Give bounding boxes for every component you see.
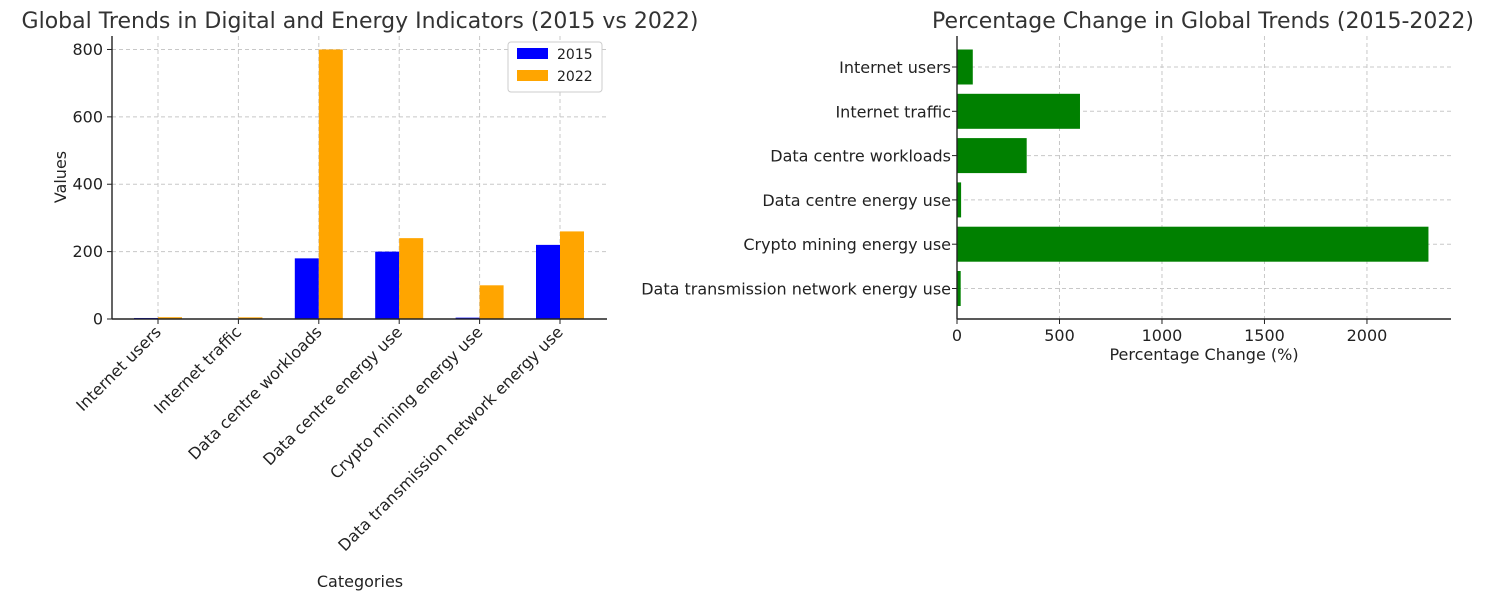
bar-2015 [536, 244, 560, 319]
right-category-label: Internet traffic [835, 102, 951, 121]
right-category-label: Data centre energy use [762, 191, 951, 210]
pct-change-bar [957, 271, 961, 306]
right-x-tick-label: 500 [1044, 326, 1075, 345]
right-category-label: Internet users [839, 58, 951, 77]
left-y-tick-label: 400 [72, 175, 103, 194]
left-category-label: Data centre workloads [184, 322, 325, 463]
right-category-label: Crypto mining energy use [743, 235, 951, 254]
left-y-tick-label: 200 [72, 242, 103, 261]
right-grid [956, 36, 1451, 319]
left-x-axis-label: Categories [317, 572, 403, 591]
legend-swatch-2022 [517, 70, 548, 81]
left-y-ticks: 0 200 400 600 800 [72, 40, 112, 329]
left-y-tick-label: 600 [72, 107, 103, 126]
left-y-axis-label: Values [51, 151, 70, 203]
right-chart-title: Percentage Change in Global Trends (2015… [932, 9, 1474, 34]
left-category-label: Data centre energy use [259, 322, 406, 469]
legend-label-2015: 2015 [557, 47, 593, 63]
bar-2022 [238, 317, 263, 319]
right-chart: Percentage Change in Global Trends (2015… [641, 9, 1474, 364]
pct-change-bar [957, 49, 973, 85]
right-category-label: Data centre workloads [770, 147, 951, 166]
bar-2015 [375, 251, 400, 319]
right-x-tick-label: 2000 [1347, 326, 1388, 345]
left-chart-title: Global Trends in Digital and Energy Indi… [22, 9, 699, 34]
right-y-ticks: Internet users Internet traffic Data centr… [641, 58, 957, 299]
left-y-tick-label: 0 [93, 310, 103, 329]
pct-change-bar [957, 93, 1080, 129]
legend-label-2022: 2022 [557, 69, 593, 85]
right-bars [957, 49, 1429, 306]
pct-change-bar [957, 138, 1027, 174]
pct-change-bar [957, 226, 1429, 262]
right-x-tick-label: 0 [952, 326, 962, 345]
legend-swatch-2015 [517, 48, 548, 59]
left-y-tick-label: 800 [72, 40, 103, 59]
bar-2015 [294, 258, 319, 319]
right-x-tick-label: 1000 [1142, 326, 1183, 345]
right-x-axis-label: Percentage Change (%) [1109, 345, 1298, 364]
bar-2022 [158, 317, 182, 319]
pct-change-bar [957, 182, 962, 218]
bar-2022 [479, 285, 504, 319]
bar-2022 [560, 231, 584, 319]
legend: 2015 2022 [507, 41, 603, 93]
bar-2022 [318, 49, 343, 319]
right-category-label: Data transmission network energy use [641, 280, 951, 299]
left-bars [134, 49, 584, 319]
left-category-label: Crypto mining energy use [326, 322, 486, 482]
left-chart: Global Trends in Digital and Energy Indi… [22, 9, 699, 591]
bar-2022 [399, 238, 424, 319]
right-x-ticks: 0 500 1000 1500 2000 [952, 319, 1387, 345]
left-category-label: Internet users [72, 322, 165, 415]
right-x-tick-label: 1500 [1244, 326, 1285, 345]
